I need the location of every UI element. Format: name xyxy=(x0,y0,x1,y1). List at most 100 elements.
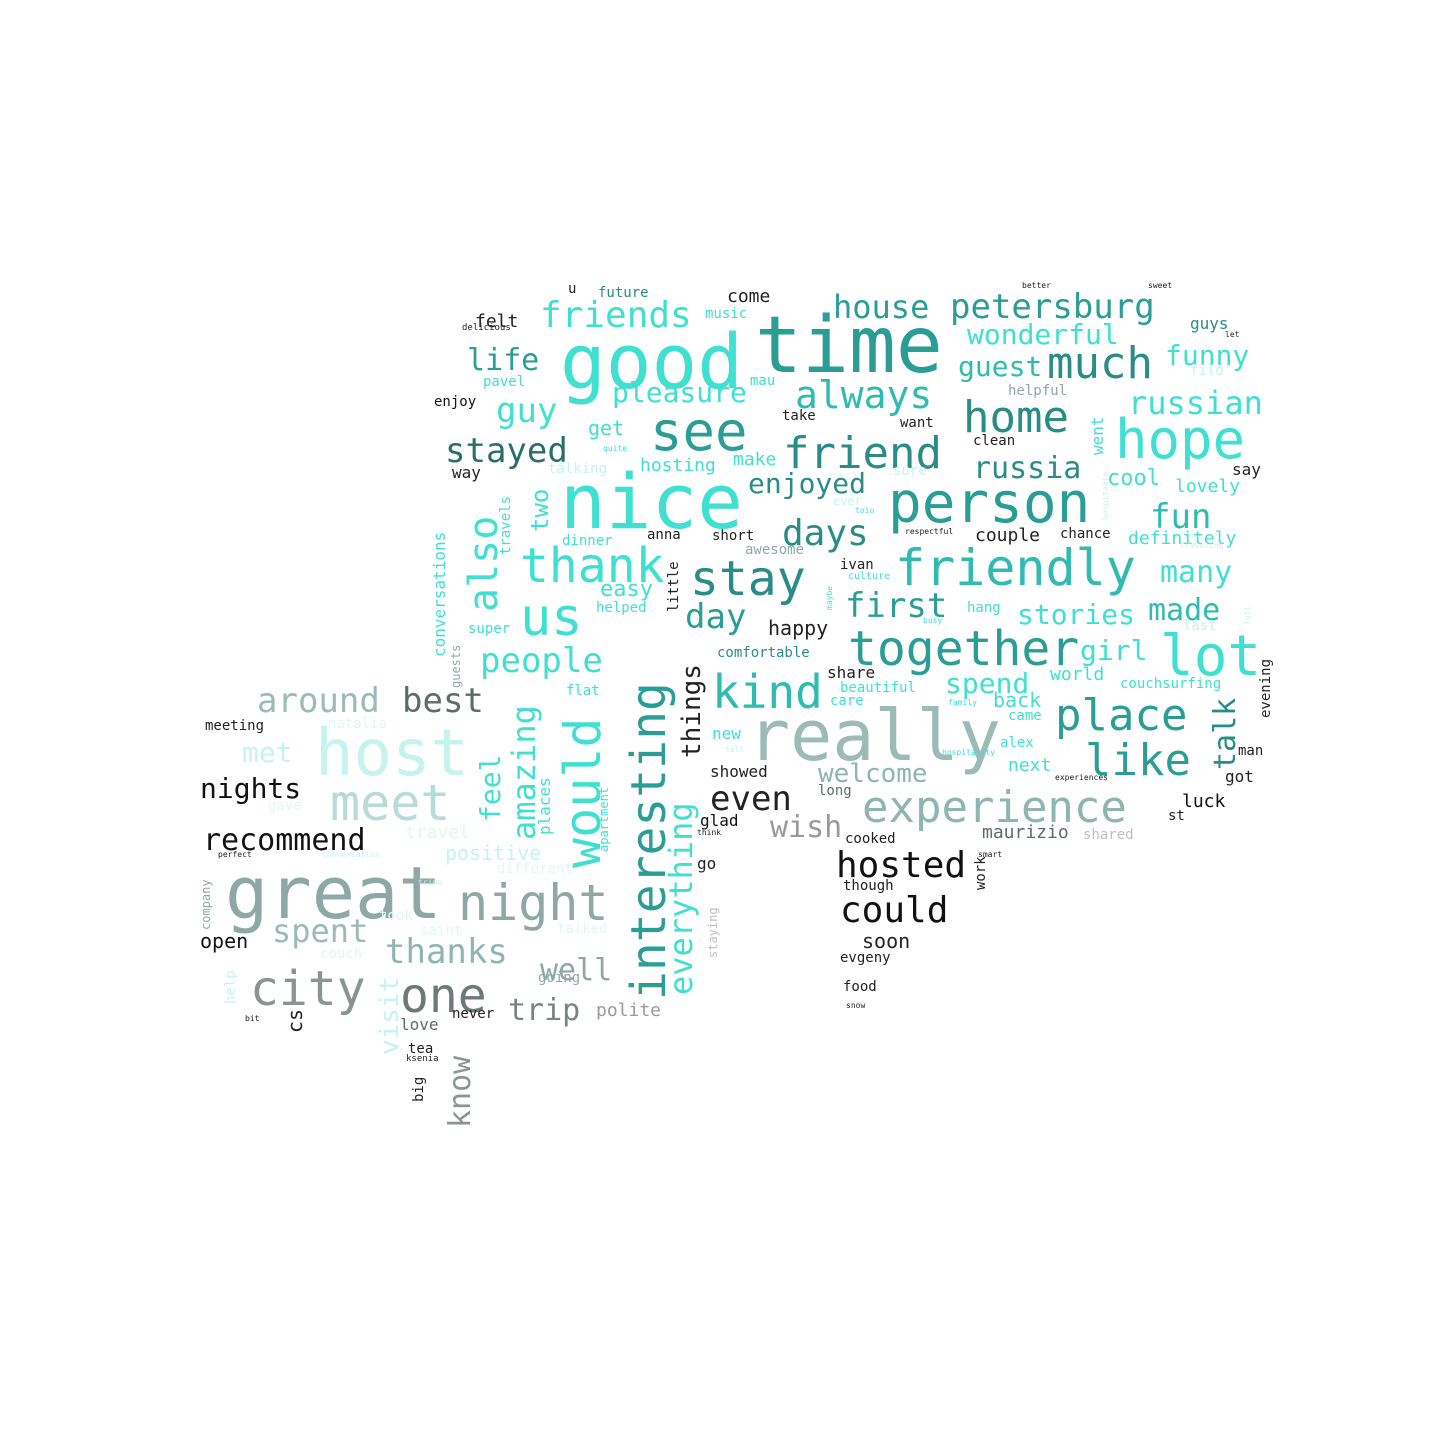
word-maybe: maybe xyxy=(825,586,834,610)
word-wish: wish xyxy=(770,810,842,845)
word-natalia: natalia xyxy=(328,716,387,732)
word-talking: talking xyxy=(548,461,607,477)
word-busy: busy xyxy=(923,616,942,625)
word-ever: ever xyxy=(833,494,862,508)
word-come: come xyxy=(727,286,770,307)
word-cs: cs xyxy=(283,1009,307,1033)
word-fun: fun xyxy=(1150,497,1211,537)
word-place: place xyxy=(1055,690,1187,741)
word-hope: hope xyxy=(1115,408,1245,471)
word-ksenia: ksenia xyxy=(406,1054,439,1064)
word-first: first xyxy=(845,586,947,626)
word-around: around xyxy=(257,681,380,721)
word-flat: flat xyxy=(566,683,600,699)
word-great: great xyxy=(225,851,442,935)
word-funny: funny xyxy=(1165,339,1249,372)
word-together: together xyxy=(848,621,1079,677)
word-going: going xyxy=(538,970,580,986)
word-good: good xyxy=(560,317,743,406)
word-well: well xyxy=(540,953,612,988)
word-travel: travel xyxy=(405,822,470,843)
word-music: music xyxy=(705,306,747,322)
word-feel: feel xyxy=(474,755,507,822)
word-super: super xyxy=(468,621,510,637)
word-little: little xyxy=(666,561,682,612)
word-evening: evening xyxy=(1258,659,1274,718)
word-could: could xyxy=(840,890,948,931)
word-us: us xyxy=(520,588,583,648)
word-kind: kind xyxy=(712,665,823,719)
word-better: better xyxy=(1022,281,1051,290)
word-girl: girl xyxy=(1080,634,1147,667)
word-toio: toio xyxy=(855,506,874,515)
word-love: love xyxy=(400,1015,439,1034)
word-evgeny: evgeny xyxy=(840,950,891,966)
word-talk: talk xyxy=(1208,698,1243,770)
word-never: never xyxy=(452,1006,494,1022)
word-culture: culture xyxy=(848,571,890,582)
word-enjoy: enjoy xyxy=(434,394,476,410)
word-delicious: delicious xyxy=(462,323,511,333)
word-let: let xyxy=(1225,330,1240,339)
word-maurizio: maurizio xyxy=(982,822,1069,843)
word-big: big xyxy=(411,1077,427,1102)
word-stories: stories xyxy=(1017,598,1135,631)
word-talked: talked xyxy=(557,921,608,937)
word-felt: felt xyxy=(475,311,518,332)
word-back: back xyxy=(993,688,1041,712)
word-tea: tea xyxy=(408,1041,433,1057)
word-go: go xyxy=(697,854,716,873)
word-get: get xyxy=(588,416,624,440)
word-snow: snow xyxy=(846,1001,865,1010)
word-also: also xyxy=(461,516,507,612)
word-want: want xyxy=(900,415,934,431)
word-beautiful: beautiful xyxy=(840,680,916,696)
word-visit: visit xyxy=(375,977,405,1055)
word-u: u xyxy=(568,281,576,297)
word-got: got xyxy=(1225,767,1254,786)
word-anna: anna xyxy=(647,527,681,543)
word-cooked: cooked xyxy=(845,831,896,847)
word-life: life xyxy=(467,343,539,378)
word-tell: tell xyxy=(725,745,744,754)
word-see: see xyxy=(650,400,748,463)
word-quite: quite xyxy=(603,444,627,453)
word-trip: trip xyxy=(508,993,580,1028)
word-alex: alex xyxy=(1000,735,1034,751)
word-help: help xyxy=(223,970,239,1004)
word-friend: friend xyxy=(783,428,942,479)
word-future: future xyxy=(598,285,649,301)
word-chance: chance xyxy=(1060,526,1111,542)
word-enjoyed: enjoyed xyxy=(748,467,866,500)
word-host: host xyxy=(315,717,469,791)
word-company: company xyxy=(199,879,213,930)
word-lovely: lovely xyxy=(1175,476,1240,497)
word-spent: spent xyxy=(272,912,368,950)
word-hospitable: hospitable xyxy=(1101,472,1110,520)
word-helpful: helpful xyxy=(1008,383,1067,399)
word-hosting: hosting xyxy=(640,455,716,476)
word-shared: shared xyxy=(1083,827,1134,843)
word-happy: happy xyxy=(768,616,828,640)
word-stayed: stayed xyxy=(445,431,568,471)
word-think: think xyxy=(697,828,721,837)
word-way: way xyxy=(452,463,481,482)
word-ivan: ivan xyxy=(840,557,874,573)
word-things: things xyxy=(677,664,707,758)
word-man: man xyxy=(1238,743,1263,759)
word-amazing: amazing xyxy=(505,705,543,840)
word-luck: luck xyxy=(1182,791,1226,812)
word-smart: smart xyxy=(978,850,1002,859)
word-conversations: conversations xyxy=(430,532,449,657)
word-definitely: definitely xyxy=(1128,528,1237,549)
word-welcome: welcome xyxy=(818,759,928,789)
word-work: work xyxy=(973,856,989,890)
word-nights: nights xyxy=(200,772,301,805)
word-world: world xyxy=(1050,664,1104,685)
word-gave: gave xyxy=(268,798,302,814)
word-days: days xyxy=(782,513,869,554)
word-different: different xyxy=(497,861,573,877)
word-say: say xyxy=(1232,460,1261,479)
word-last: last xyxy=(1183,618,1217,634)
word-even: even xyxy=(710,779,792,819)
